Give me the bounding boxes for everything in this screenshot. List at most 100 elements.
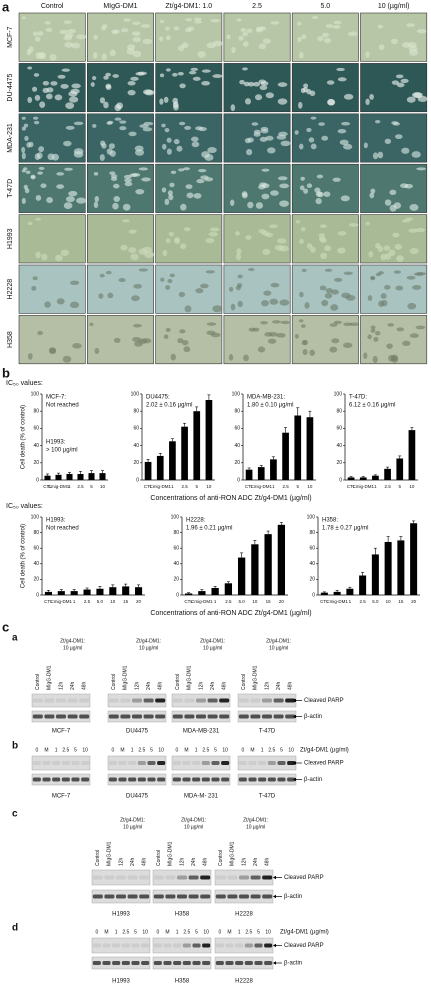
cell — [27, 221, 33, 226]
band — [250, 698, 261, 703]
y-tick-label: 40 — [133, 443, 139, 449]
band — [32, 777, 41, 782]
annotation: MDA-MB-231: — [247, 395, 285, 401]
cell — [33, 116, 39, 120]
lane-label: 1 — [238, 929, 241, 935]
band — [287, 777, 296, 782]
cell — [112, 202, 119, 210]
cell — [165, 68, 171, 72]
cell — [201, 80, 211, 86]
cell — [178, 291, 186, 298]
bar — [306, 417, 314, 480]
band — [182, 961, 191, 965]
cell — [50, 81, 58, 86]
micrograph — [360, 63, 428, 113]
lane-label: M — [120, 747, 124, 753]
cell — [406, 275, 416, 280]
cell — [235, 253, 242, 261]
subpanel-label: c — [12, 809, 18, 820]
cell — [174, 237, 180, 243]
cell — [135, 149, 145, 156]
x-tick-label: CTL — [44, 599, 53, 604]
micrograph — [155, 113, 223, 163]
cell — [247, 137, 254, 143]
lane-label: 2.5 — [202, 747, 209, 753]
x-tick-label: Cmig-DM1 — [250, 484, 272, 489]
micrograph — [87, 12, 154, 62]
cell — [63, 202, 73, 210]
lane-label: 0 — [111, 747, 114, 753]
bar — [384, 468, 391, 480]
cell — [416, 272, 426, 276]
cell — [308, 137, 315, 143]
band — [128, 761, 137, 765]
cell — [103, 101, 109, 109]
bar — [347, 477, 355, 480]
lane-label: 10 — [158, 747, 164, 753]
cell — [55, 254, 63, 262]
cell — [409, 247, 419, 255]
lane-label: 10 — [222, 747, 228, 753]
cell — [409, 203, 419, 211]
lane-label: 48h — [203, 857, 209, 866]
band — [139, 894, 150, 899]
cell — [270, 21, 280, 25]
lane-label: 5 — [214, 747, 217, 753]
band — [121, 943, 130, 948]
cell — [192, 76, 201, 81]
annotation: > 100 µg/ml — [46, 448, 78, 454]
cell — [370, 325, 376, 330]
band — [52, 777, 61, 782]
cell — [298, 319, 304, 323]
x-tick-label: 10 — [206, 484, 212, 489]
band — [120, 698, 131, 703]
band — [157, 777, 166, 782]
band — [200, 875, 211, 880]
cell — [258, 184, 266, 190]
lane-label: 5 — [74, 747, 77, 753]
cell — [333, 20, 342, 25]
y-tick-label: 60 — [309, 546, 315, 552]
cell — [303, 87, 308, 93]
band — [141, 943, 150, 948]
cell — [207, 146, 217, 154]
x-tick-label: 1 — [214, 599, 217, 604]
cell — [41, 253, 48, 261]
band — [239, 875, 249, 880]
cell — [35, 194, 42, 201]
cell — [389, 189, 397, 196]
cell — [128, 131, 137, 137]
y-tick-label: 100 — [171, 514, 180, 520]
cell — [167, 190, 173, 196]
cell — [61, 68, 71, 72]
band — [56, 698, 66, 703]
group-header: 10 µg/ml — [63, 645, 82, 651]
cell — [101, 53, 107, 61]
cell — [65, 102, 75, 109]
band — [267, 761, 276, 765]
y-tick-label: 20 — [33, 577, 39, 583]
cell — [185, 184, 193, 190]
lane-label: 48h — [158, 681, 164, 690]
band — [273, 698, 284, 703]
marker-label: β-actin — [284, 961, 302, 967]
cell — [208, 232, 218, 237]
y-tick-label: 20 — [33, 460, 39, 466]
x-tick-label: 10 — [307, 484, 313, 489]
cell — [173, 138, 180, 145]
band — [287, 761, 296, 765]
lane-label: Control — [35, 674, 41, 690]
cell — [248, 268, 255, 272]
band — [250, 875, 261, 880]
cell — [389, 204, 397, 212]
cell — [51, 153, 60, 161]
x-tick-label: 10 — [100, 484, 106, 489]
band — [92, 961, 101, 965]
cell — [343, 342, 353, 349]
cell — [316, 174, 324, 179]
cell — [184, 125, 192, 130]
arrow-head — [273, 894, 276, 899]
y-tick-label: 40 — [336, 443, 342, 449]
band — [250, 894, 261, 899]
cell — [91, 76, 97, 81]
